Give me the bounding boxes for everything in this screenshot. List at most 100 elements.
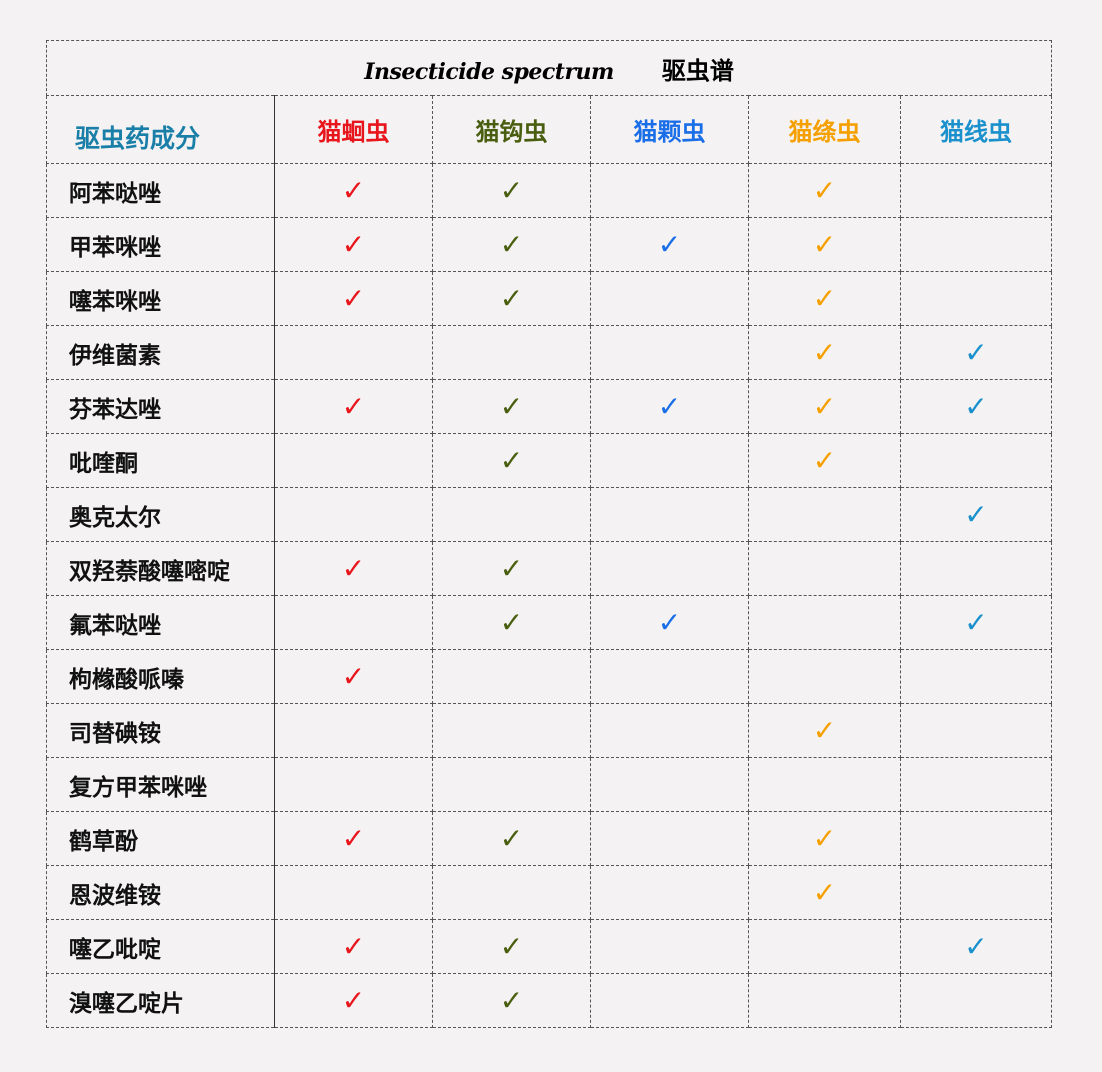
check-icon: ✓	[812, 444, 837, 477]
spectrum-cell	[748, 487, 901, 542]
table-row: 吡喹酮 ✓ ✓	[46, 433, 1053, 488]
spectrum-cell	[274, 487, 433, 542]
spectrum-cell	[590, 541, 749, 596]
column-header: 猫颗虫	[590, 95, 749, 164]
check-icon: ✓	[341, 822, 366, 855]
spectrum-cell: ✓	[432, 919, 591, 974]
spectrum-cell: ✓	[590, 595, 749, 650]
table-row: 双羟萘酸噻嘧啶 ✓ ✓	[46, 541, 1053, 596]
spectrum-cell: ✓	[748, 433, 901, 488]
spectrum-cell	[590, 487, 749, 542]
check-icon: ✓	[499, 552, 524, 585]
table-title: Insecticide spectrum 驱虫谱	[45, 40, 1053, 96]
spectrum-cell	[748, 649, 901, 704]
spectrum-cell	[899, 757, 1053, 812]
check-icon: ✓	[341, 552, 366, 585]
check-icon: ✓	[341, 930, 366, 963]
column-header: 猫蛔虫	[274, 95, 433, 164]
spectrum-cell: ✓	[432, 433, 591, 488]
spectrum-cell: ✓	[274, 649, 433, 704]
spectrum-cell: ✓	[748, 271, 901, 326]
spectrum-cell	[748, 757, 901, 812]
check-icon: ✓	[499, 606, 524, 639]
spectrum-cell	[590, 163, 749, 218]
spectrum-cell: ✓	[748, 217, 901, 272]
spectrum-cell	[590, 649, 749, 704]
spectrum-cell	[899, 541, 1053, 596]
spectrum-cell: ✓	[899, 487, 1053, 542]
table-row: 恩波维铵 ✓	[46, 865, 1053, 920]
table-row: 鹤草酚 ✓ ✓ ✓	[46, 811, 1053, 866]
check-icon: ✓	[964, 498, 988, 531]
spectrum-cell	[274, 703, 433, 758]
ingredient-name: 阿苯哒唑	[46, 163, 275, 218]
spectrum-cell	[274, 865, 433, 920]
spectrum-cell	[899, 865, 1053, 920]
check-icon: ✓	[812, 174, 837, 207]
table-row: 阿苯哒唑 ✓ ✓ ✓	[46, 163, 1053, 218]
spectrum-cell: ✓	[590, 217, 749, 272]
spectrum-cell	[432, 865, 591, 920]
check-icon: ✓	[812, 714, 837, 747]
check-icon: ✓	[964, 930, 988, 963]
check-icon: ✓	[812, 390, 837, 423]
table-row: 噻苯咪唑 ✓ ✓ ✓	[46, 271, 1053, 326]
check-icon: ✓	[499, 282, 524, 315]
ingredient-name: 噻乙吡啶	[46, 919, 275, 974]
spectrum-cell	[274, 433, 433, 488]
check-icon: ✓	[812, 336, 837, 369]
spectrum-cell	[899, 217, 1053, 272]
title-chinese: 驱虫谱	[661, 56, 734, 85]
spectrum-cell: ✓	[274, 919, 433, 974]
spectrum-cell	[590, 271, 749, 326]
title-row: Insecticide spectrum 驱虫谱	[45, 40, 1053, 96]
check-icon: ✓	[964, 390, 988, 423]
spectrum-cell: ✓	[432, 271, 591, 326]
spectrum-cell: ✓	[274, 379, 433, 434]
table-row: 氟苯哒唑 ✓ ✓ ✓	[46, 595, 1053, 650]
spectrum-cell	[432, 325, 591, 380]
spectrum-cell	[748, 541, 901, 596]
spectrum-cell	[899, 649, 1053, 704]
spectrum-cell: ✓	[274, 973, 433, 1028]
spectrum-cell: ✓	[899, 325, 1053, 380]
table-row: 奥克太尔 ✓	[46, 487, 1053, 542]
spectrum-cell: ✓	[748, 811, 901, 866]
check-icon: ✓	[499, 390, 524, 423]
spectrum-cell	[899, 811, 1053, 866]
table-row: 噻乙吡啶 ✓ ✓ ✓	[46, 919, 1053, 974]
spectrum-cell: ✓	[274, 217, 433, 272]
spectrum-cell: ✓	[748, 703, 901, 758]
spectrum-cell: ✓	[274, 811, 433, 866]
spectrum-cell	[590, 325, 749, 380]
column-header: 猫钩虫	[432, 95, 591, 164]
check-icon: ✓	[657, 606, 682, 639]
table-row: 伊维菌素 ✓ ✓	[46, 325, 1053, 380]
spectrum-cell	[432, 757, 591, 812]
ingredient-name: 双羟萘酸噻嘧啶	[46, 541, 275, 596]
check-icon: ✓	[964, 606, 988, 639]
spectrum-cell	[274, 325, 433, 380]
table-row: 溴噻乙啶片 ✓ ✓	[46, 973, 1053, 1028]
ingredient-name: 司替碘铵	[46, 703, 275, 758]
check-icon: ✓	[341, 282, 366, 315]
spectrum-cell: ✓	[432, 379, 591, 434]
check-icon: ✓	[812, 282, 837, 315]
check-icon: ✓	[812, 228, 837, 261]
check-icon: ✓	[341, 228, 366, 261]
spectrum-cell: ✓	[274, 271, 433, 326]
spectrum-cell	[899, 703, 1053, 758]
spectrum-cell: ✓	[432, 541, 591, 596]
check-icon: ✓	[499, 444, 524, 477]
ingredient-name: 伊维菌素	[46, 325, 275, 380]
check-icon: ✓	[499, 228, 524, 261]
spectrum-cell: ✓	[274, 163, 433, 218]
ingredient-name: 氟苯哒唑	[46, 595, 275, 650]
ingredient-name: 甲苯咪唑	[46, 217, 275, 272]
spectrum-cell	[748, 973, 901, 1028]
ingredient-name: 溴噻乙啶片	[46, 973, 275, 1028]
check-icon: ✓	[964, 336, 988, 369]
spectrum-cell	[899, 973, 1053, 1028]
spectrum-cell: ✓	[432, 217, 591, 272]
spectrum-cell	[899, 433, 1053, 488]
